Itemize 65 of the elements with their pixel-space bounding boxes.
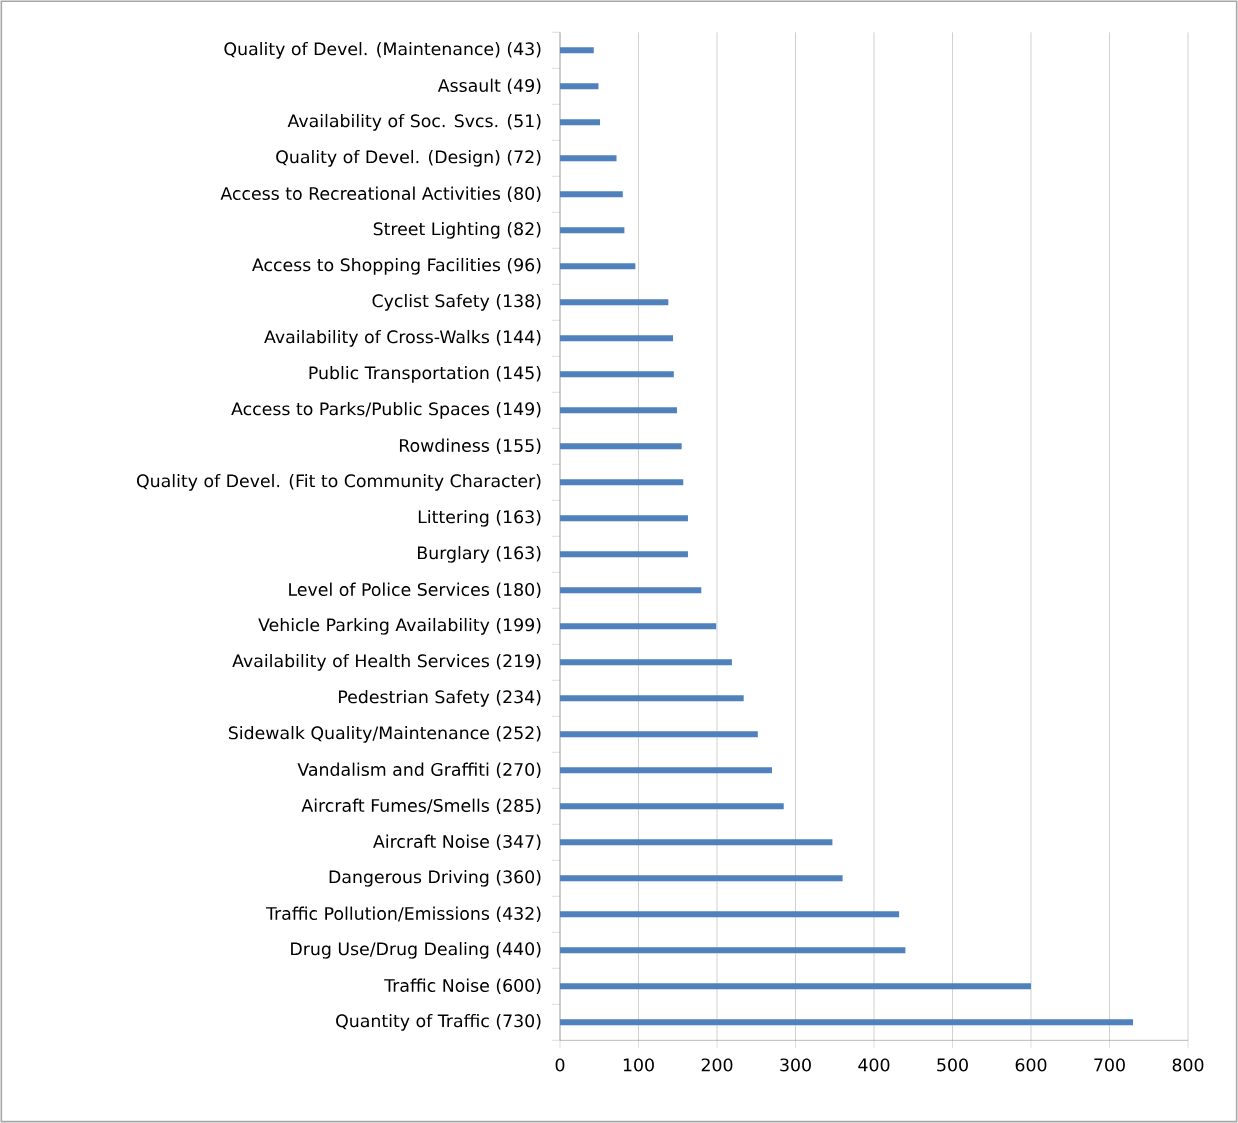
bar (560, 767, 772, 774)
bar (560, 191, 623, 198)
y-tick-label: Access to Parks/Public Spaces (149) (231, 401, 541, 419)
y-tick-label: Rowdiness (155) (399, 438, 541, 455)
bar (560, 83, 599, 90)
bar (560, 515, 688, 522)
y-tick-label: Drug Use/Drug Dealing (440) (291, 941, 541, 959)
bar (560, 551, 688, 558)
y-tick-label: Availability of Soc. Svcs. (51) (287, 113, 541, 131)
y-tick-label: Public Transportation (145) (309, 365, 541, 383)
bar (560, 263, 636, 270)
bar (560, 587, 702, 594)
y-tick-label: Vehicle Parking Availability (199) (258, 617, 541, 635)
y-tick-label: Assault (49) (437, 78, 541, 95)
bar (560, 371, 674, 378)
y-tick-label: Traffic Noise (600) (384, 978, 541, 995)
bar (560, 335, 674, 342)
x-tick-label: 200 (701, 1058, 733, 1072)
y-tick-label: Quality of Devel. (Fit to Community Character) (137, 473, 541, 491)
bar (560, 875, 843, 882)
bar (560, 983, 1031, 990)
x-tick-label: 400 (858, 1058, 890, 1072)
y-tick-label: Cyclist Safety (138) (372, 293, 541, 311)
bar (560, 623, 717, 630)
bar (560, 119, 601, 126)
bar (560, 1019, 1134, 1026)
x-tick-label: 600 (1015, 1058, 1047, 1072)
y-tick-label: Sidewalk Quality/Maintenance (252) (228, 725, 541, 743)
y-tick-label: Quantity of Traffic (730) (336, 1013, 541, 1031)
y-tick-label: Access to Shopping Facilities (96) (252, 257, 541, 275)
bar (560, 947, 906, 954)
y-tick-label: Burglary (163) (418, 545, 541, 563)
bar (560, 839, 833, 846)
x-tick-label: 700 (1094, 1058, 1125, 1072)
bar (560, 299, 669, 306)
bar (560, 479, 684, 486)
bar (560, 227, 625, 234)
bar (560, 155, 617, 162)
y-tick-label: Pedestrian Safety (234) (339, 689, 541, 707)
y-tick-label: Traffic Pollution/Emissions (432) (265, 906, 541, 923)
y-tick-label: Availability of Cross-Walks (144) (264, 329, 541, 347)
bar (560, 443, 682, 450)
x-tick-label: 100 (623, 1058, 654, 1072)
y-tick-label: Aircraft Noise (347) (373, 834, 541, 851)
bar (560, 659, 732, 666)
bar (560, 47, 594, 54)
bar (560, 407, 677, 414)
y-tick-label: Quality of Devel. (Design) (72) (276, 149, 541, 167)
x-tick-label: 0 (555, 1058, 565, 1072)
y-tick-label: Availability of Health Services (219) (232, 653, 541, 671)
y-tick-label: Vandalism and Graffiti (270) (297, 762, 541, 779)
y-tick-label: Street Lighting (82) (373, 221, 541, 239)
bar (560, 731, 758, 738)
x-tick-label: 500 (937, 1058, 968, 1072)
y-tick-label: Level of Police Services (180) (289, 582, 541, 599)
bar (560, 911, 900, 918)
y-tick-label: Littering (163) (418, 509, 541, 527)
y-tick-label: Quality of Devel. (Maintenance) (43) (224, 41, 541, 59)
bar (560, 803, 784, 810)
x-tick-label: 300 (780, 1058, 811, 1072)
y-tick-label: Access to Recreational Activities (80) (220, 186, 541, 203)
bar (560, 695, 744, 702)
x-tick-label: 800 (1172, 1058, 1204, 1072)
y-tick-label: Dangerous Driving (360) (329, 869, 541, 887)
y-tick-label: Aircraft Fumes/Smells (285) (301, 798, 541, 815)
